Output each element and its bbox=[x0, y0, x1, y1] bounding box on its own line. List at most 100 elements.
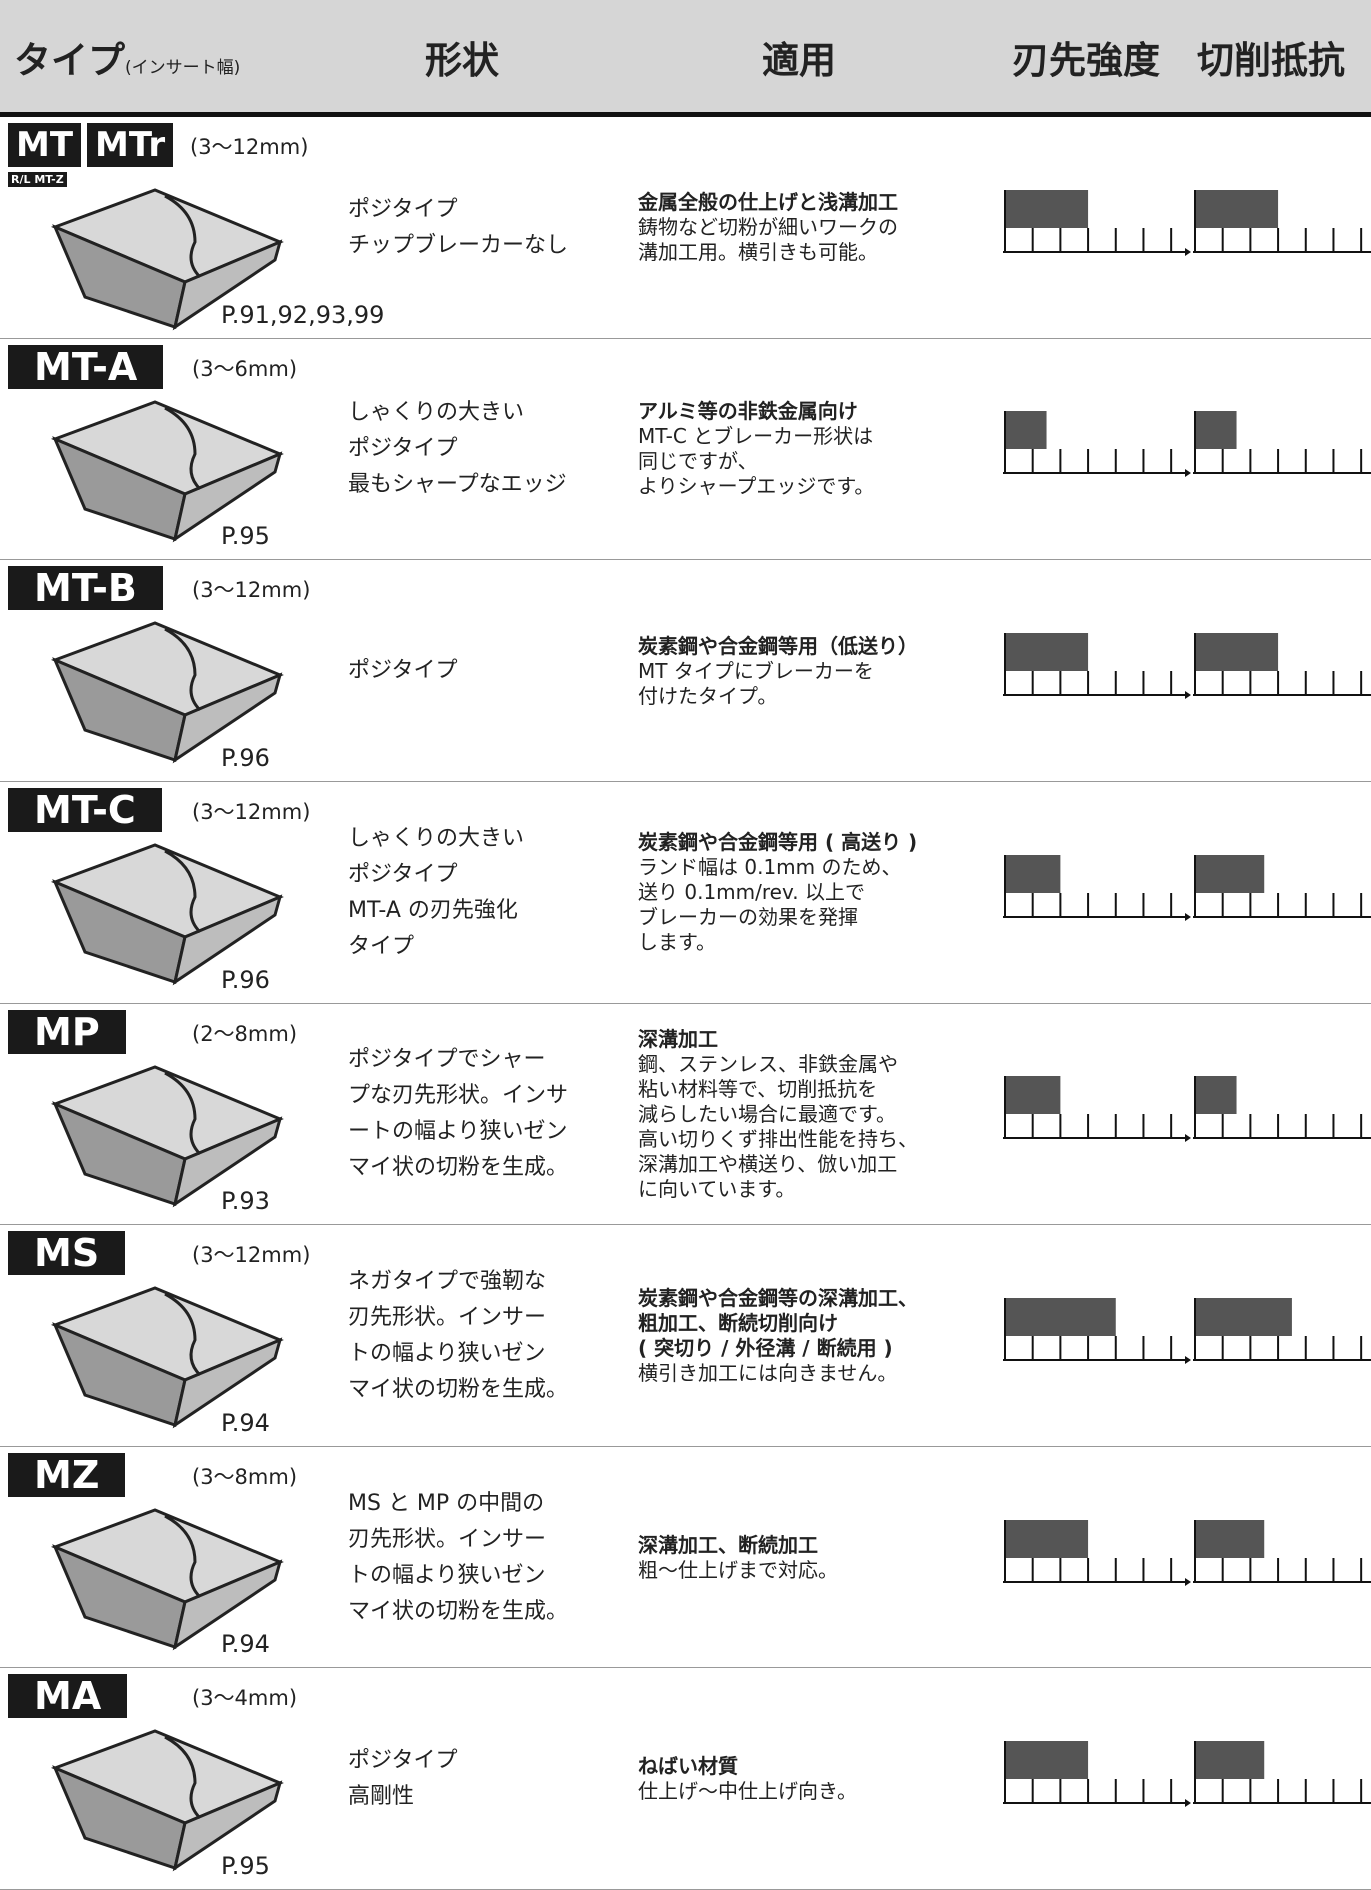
type-labels: MZ bbox=[8, 1452, 131, 1497]
application-line: 高い切りくず排出性能を持ち、 bbox=[638, 1126, 918, 1151]
type-label: MS bbox=[8, 1231, 126, 1276]
gauge-bar bbox=[1005, 189, 1089, 228]
size: (3〜12mm) bbox=[192, 578, 311, 603]
shape-text: しゃくりの大きい ポジタイプ MT-A の刃先強化 タイプ bbox=[348, 782, 524, 1004]
chip-breaker bbox=[164, 1071, 202, 1155]
shape-line: チップブレーカーなし bbox=[348, 232, 569, 258]
size: (3〜4mm) bbox=[192, 1686, 298, 1711]
application-line: 鋳物など切粉が細いワークの bbox=[638, 215, 898, 240]
table-row: MP (2〜8mm) P.93 ポジタイプでシャー プな刃先形状。インサ ートの幅より狭い… bbox=[0, 1004, 1371, 1226]
shape-line: ートの幅より狭いゼン bbox=[348, 1119, 568, 1145]
header-type: タイプ(インサート幅) bbox=[14, 30, 240, 84]
gauge-strength bbox=[1003, 1076, 1191, 1143]
chip-breaker bbox=[164, 1514, 202, 1598]
gauge-bar bbox=[1005, 854, 1061, 893]
gauge-arrow bbox=[1185, 1355, 1191, 1364]
type-label: MT-A bbox=[8, 344, 164, 389]
type-labels: MS bbox=[8, 1231, 131, 1276]
sub-label: R/L MT-Z bbox=[8, 172, 67, 187]
shape-line: しゃくりの大きい bbox=[348, 825, 525, 851]
gauge-arrow bbox=[1185, 1577, 1191, 1586]
insert-side bbox=[172, 1337, 283, 1429]
page-ref: P.91,92,93,99 bbox=[221, 300, 385, 329]
gauge-arrow bbox=[1185, 1134, 1191, 1143]
gauge-arrow bbox=[1185, 691, 1191, 700]
type-label: MP bbox=[8, 1009, 126, 1054]
application-title: 金属全般の仕上げと浅溝加工 bbox=[638, 190, 898, 215]
header-resistance: 切削抵抗 bbox=[1197, 39, 1345, 82]
shape-line: タイプ bbox=[348, 933, 415, 959]
type-label: MT-B bbox=[8, 566, 163, 611]
gauge-strength bbox=[1003, 1519, 1191, 1586]
shape-line: 刃先形状。インサー bbox=[348, 1526, 547, 1552]
insert-image bbox=[50, 1729, 284, 1872]
gauge-resistance bbox=[1193, 633, 1371, 697]
shape-line: ポジタイプ bbox=[348, 861, 458, 887]
shape-line: トの幅より狭いゼン bbox=[348, 1340, 546, 1366]
shape-line: マイ状の切粉を生成。 bbox=[348, 1598, 569, 1624]
shape-line: マイ状の切粉を生成。 bbox=[348, 1155, 569, 1181]
gauge-arrow bbox=[1185, 912, 1191, 921]
gauge-resistance bbox=[1193, 1519, 1371, 1583]
gauge-bar bbox=[1195, 1741, 1265, 1780]
page-ref: P.93 bbox=[221, 1187, 270, 1216]
application-line: よりシャープエッジです。 bbox=[638, 474, 875, 499]
shape-line: MS と MP の中間の bbox=[348, 1490, 545, 1516]
gauge-bar bbox=[1195, 633, 1279, 672]
gauge-resistance bbox=[1193, 189, 1371, 253]
gauge-strength bbox=[1003, 633, 1191, 700]
gauge-strength bbox=[1003, 1297, 1191, 1364]
shape-line: 刃先形状。インサー bbox=[348, 1304, 547, 1330]
type-labels: MT-B bbox=[8, 566, 169, 611]
gauge-strength bbox=[1003, 411, 1191, 478]
application-line: 仕上げ〜中仕上げ向き。 bbox=[638, 1779, 857, 1804]
insert-image bbox=[50, 1064, 284, 1207]
application-line: MT-C とブレーカー形状は bbox=[638, 424, 874, 449]
shape-line: ポジタイプ bbox=[348, 196, 458, 222]
insert-image bbox=[50, 1508, 284, 1651]
insert-side bbox=[172, 894, 283, 986]
gauge-arrow bbox=[1185, 1799, 1191, 1808]
page-ref: P.95 bbox=[221, 522, 270, 551]
shape-line: ポジタイプ bbox=[348, 1748, 458, 1774]
type-note: (インサート幅) bbox=[125, 58, 241, 78]
shape-text: ポジタイプ 高剛性 bbox=[348, 1668, 458, 1890]
size: (3〜8mm) bbox=[192, 1464, 298, 1489]
chip-breaker bbox=[164, 194, 202, 279]
type-labels: MT-A bbox=[8, 344, 169, 389]
page-ref: P.95 bbox=[221, 1852, 270, 1880]
shape-line: プな刃先形状。インサ bbox=[348, 1083, 569, 1109]
application-text: アルミ等の非鉄金属向け MT-C とブレーカー形状は 同じですが、 よりシャープエッジ… bbox=[638, 339, 874, 561]
application-text: 深溝加工、断続加工 粗〜仕上げまで対応。 bbox=[638, 1447, 838, 1669]
gauge-bar bbox=[1005, 411, 1047, 450]
application-line: に向いています。 bbox=[638, 1176, 796, 1201]
application-text: 炭素鋼や合金鋼等用 ( 高送り ) ランド幅は 0.1mm のため、 送り 0.1m… bbox=[638, 782, 917, 1004]
application-title: ねばい材質 bbox=[638, 1754, 738, 1779]
gauge-strength bbox=[1003, 1741, 1191, 1808]
application-text: 深溝加工 鋼、ステンレス、非鉄金属や 粘い材料等で、切削抵抗を 減らしたい場合に最適で… bbox=[638, 1004, 918, 1226]
shape-line: 最もシャープなエッジ bbox=[348, 472, 567, 498]
application-line: 同じですが、 bbox=[638, 449, 758, 474]
shape-line: ポジタイプでシャー bbox=[348, 1047, 546, 1073]
application-line: 減らしたい場合に最適です。 bbox=[638, 1101, 896, 1126]
table-row: MT-A (3〜6mm) P.95 しゃくりの大きい ポジタイプ 最もシャープなエッジ アル… bbox=[0, 339, 1371, 561]
insert-side bbox=[172, 1559, 283, 1651]
gauge-bar bbox=[1005, 1741, 1089, 1780]
application-title: アルミ等の非鉄金属向け bbox=[638, 399, 858, 424]
gauge-bar bbox=[1195, 854, 1265, 893]
chip-breaker bbox=[164, 1736, 202, 1820]
insert-side bbox=[172, 1780, 283, 1872]
gauge-strength bbox=[1003, 189, 1191, 256]
application-title: 深溝加工、断続加工 bbox=[638, 1532, 818, 1557]
gauge-bar bbox=[1005, 633, 1089, 672]
shape-text: ネガタイプで強靭な 刃先形状。インサー トの幅より狭いゼン マイ状の切粉を生成。 bbox=[348, 1225, 568, 1447]
table-row: MT-C (3〜12mm) P.96 しゃくりの大きい ポジタイプ MT-A の刃先強化タ… bbox=[0, 782, 1371, 1004]
shape-text: ポジタイプチップブレーカーなし bbox=[348, 117, 568, 339]
application-line: 鋼、ステンレス、非鉄金属や bbox=[638, 1051, 898, 1076]
application-line: 粗〜仕上げまで対応。 bbox=[638, 1557, 838, 1582]
shape-line: ネガタイプで強靭な bbox=[348, 1268, 547, 1294]
table-row: MT-B (3〜12mm) P.96 ポジタイプ 炭素鋼や合金鋼等用（低送り） MT タイ… bbox=[0, 560, 1371, 782]
application-line: ブレーカーの効果を発揮 bbox=[638, 905, 858, 930]
gauge-strength bbox=[1003, 854, 1191, 921]
